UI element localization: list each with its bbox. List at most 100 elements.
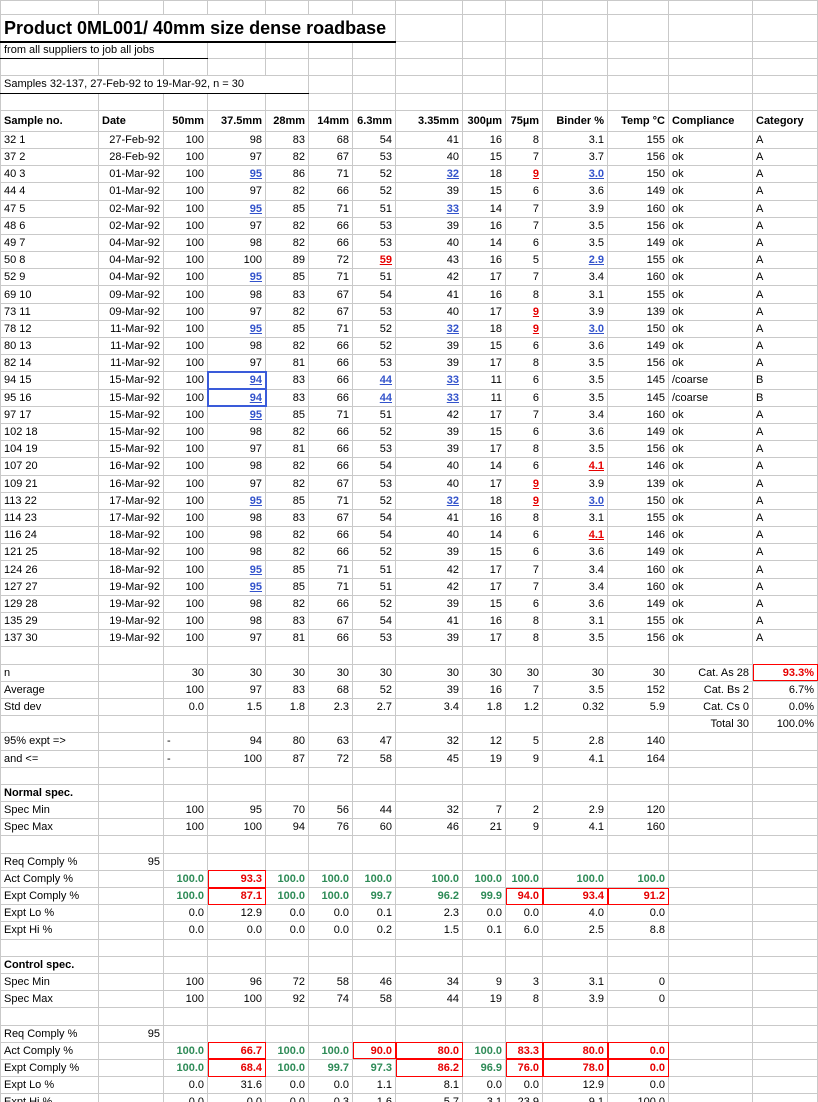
cell[interactable] [505, 715, 543, 734]
cell[interactable] [505, 955, 543, 974]
value-cell[interactable]: 33 [395, 199, 463, 218]
cell[interactable] [542, 1007, 608, 1026]
value-cell[interactable]: 17 [462, 268, 506, 287]
value-cell[interactable]: 30 [505, 663, 543, 682]
value-cell[interactable]: 18 [462, 491, 506, 510]
value-cell[interactable]: 0.0 [265, 921, 309, 940]
cell[interactable] [265, 955, 309, 974]
value-cell[interactable]: 3.4 [395, 697, 463, 717]
value-cell[interactable]: 160 [607, 560, 669, 579]
value-cell[interactable]: 83 [265, 285, 309, 304]
value-cell[interactable]: 52 [352, 336, 396, 356]
value-cell[interactable]: 15 [462, 336, 506, 356]
value-cell[interactable]: 53 [352, 216, 396, 235]
value-cell[interactable]: 156 [607, 147, 669, 167]
cell[interactable] [505, 75, 543, 94]
value-cell[interactable]: 32 [395, 319, 463, 339]
value-cell[interactable]: 149 [607, 182, 669, 201]
value-cell[interactable]: 4.0 [542, 904, 608, 923]
value-cell[interactable]: 16 [462, 251, 506, 270]
value-cell[interactable]: 100 [163, 818, 208, 837]
value-cell[interactable]: 83 [265, 388, 309, 407]
value-cell[interactable]: 39 [395, 629, 463, 648]
cell[interactable] [395, 1007, 463, 1026]
value-cell[interactable]: 8 [505, 130, 543, 149]
value-cell[interactable]: 67 [308, 302, 353, 321]
value-cell[interactable]: 100 [163, 508, 208, 528]
cell[interactable] [752, 852, 818, 871]
cell[interactable] [607, 646, 669, 665]
row-label[interactable]: Average [0, 680, 99, 699]
value-cell[interactable]: 66 [308, 216, 353, 235]
value-cell[interactable]: 7 [505, 199, 543, 218]
comply-cell[interactable]: 94.0 [505, 886, 543, 906]
cell[interactable] [462, 955, 506, 974]
value-cell[interactable]: 150 [607, 491, 669, 510]
value-cell[interactable]: 149 [607, 336, 669, 356]
cell[interactable] [668, 886, 753, 906]
value-cell[interactable]: 23.9 [505, 1093, 543, 1102]
cell[interactable] [352, 92, 396, 111]
cell[interactable] [462, 715, 506, 734]
value-cell[interactable]: 16 [462, 680, 506, 699]
value-cell[interactable]: 39 [395, 336, 463, 356]
value-cell[interactable]: 100 [163, 147, 208, 167]
cell[interactable] [308, 646, 353, 665]
value-cell[interactable]: 100 [163, 371, 208, 390]
value-cell[interactable]: 9 [505, 474, 543, 493]
sample-id[interactable]: 47 5 [0, 199, 99, 218]
value-cell[interactable]: 100 [163, 629, 208, 648]
value-cell[interactable]: 1.6 [352, 1093, 396, 1102]
value-cell[interactable]: 54 [352, 508, 396, 528]
sample-date[interactable]: 09-Mar-92 [98, 302, 164, 321]
compliance-cell[interactable]: ok [668, 199, 753, 218]
cell[interactable] [607, 92, 669, 111]
value-cell[interactable]: 44 [352, 801, 396, 820]
value-cell[interactable]: 45 [395, 749, 463, 768]
cell[interactable] [668, 972, 753, 992]
value-cell[interactable]: 2.9 [542, 251, 608, 270]
value-cell[interactable]: 39 [395, 543, 463, 562]
value-cell[interactable]: 32 [395, 732, 463, 751]
value-cell[interactable]: 100 [163, 526, 208, 545]
row-label[interactable]: and <= [0, 749, 99, 768]
cell[interactable] [542, 835, 608, 854]
cell[interactable] [98, 886, 164, 906]
cell[interactable] [607, 715, 669, 734]
cell[interactable] [752, 818, 818, 837]
cell[interactable] [607, 766, 669, 785]
sample-id[interactable]: 102 18 [0, 422, 99, 442]
value-cell[interactable]: 18 [462, 165, 506, 184]
row-label[interactable]: Spec Min [0, 801, 99, 820]
category-cell[interactable]: A [752, 147, 818, 167]
sample-id[interactable]: 52 9 [0, 268, 99, 287]
value-cell[interactable]: 68 [308, 680, 353, 699]
value-cell[interactable]: 14 [462, 199, 506, 218]
value-cell[interactable]: 15 [462, 147, 506, 167]
value-cell[interactable]: 8 [505, 611, 543, 631]
cell[interactable] [0, 715, 99, 734]
sample-id[interactable]: 109 21 [0, 474, 99, 493]
value-cell[interactable]: 16 [462, 508, 506, 528]
cell[interactable] [395, 852, 463, 871]
value-cell[interactable]: 82 [265, 147, 309, 167]
value-cell[interactable]: 42 [395, 577, 463, 596]
cell[interactable] [308, 1007, 353, 1026]
cell[interactable] [98, 766, 164, 785]
row-label[interactable]: Spec Max [0, 818, 99, 837]
sample-date[interactable]: 18-Mar-92 [98, 560, 164, 579]
cell[interactable] [98, 715, 164, 734]
value-cell[interactable]: 98 [207, 422, 266, 442]
value-cell[interactable]: 42 [395, 560, 463, 579]
value-cell[interactable]: 100 [163, 354, 208, 373]
compliance-cell[interactable]: ok [668, 629, 753, 648]
value-cell[interactable]: 8.1 [395, 1076, 463, 1095]
cell[interactable] [668, 990, 753, 1009]
value-cell[interactable]: 82 [265, 216, 309, 235]
cell[interactable] [98, 58, 164, 77]
compliance-cell[interactable]: /coarse [668, 371, 753, 390]
sample-id[interactable]: 37 2 [0, 147, 99, 167]
comply-cell[interactable]: 78.0 [542, 1058, 608, 1078]
comply-cell[interactable]: 100.0 [308, 886, 353, 906]
cell[interactable] [505, 58, 543, 77]
